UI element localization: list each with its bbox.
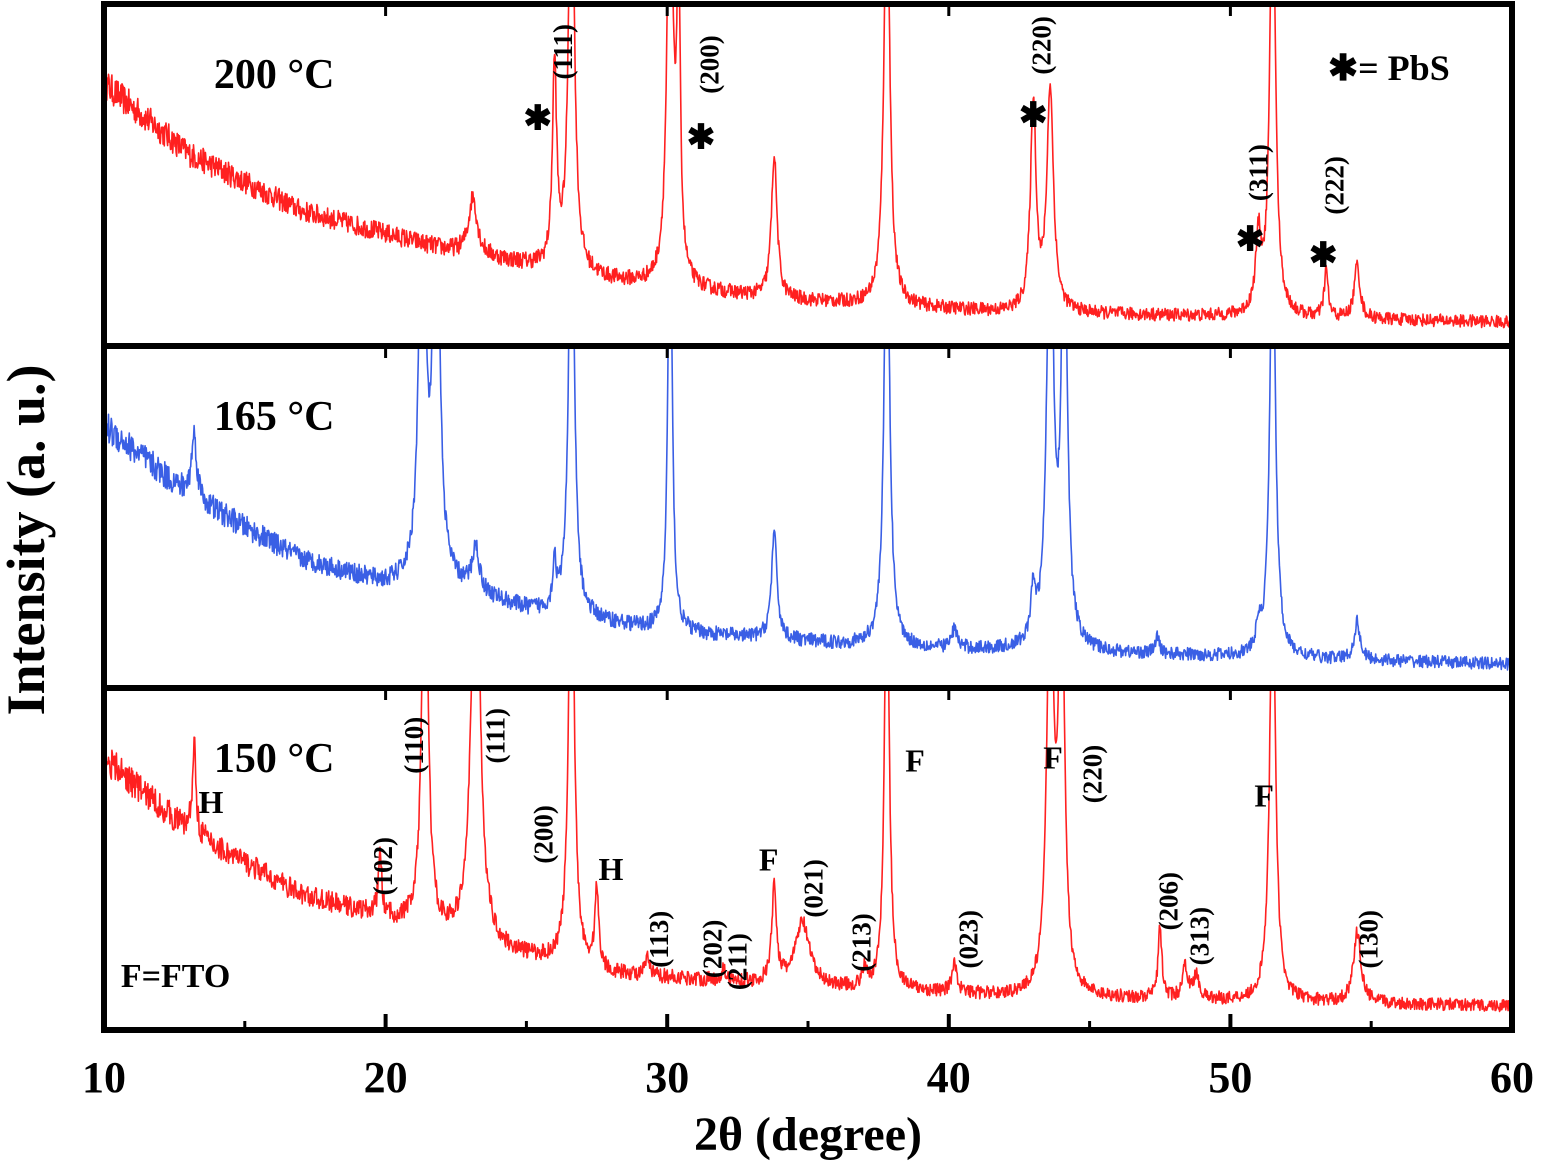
x-axis-title: 2θ (degree) — [694, 1108, 922, 1161]
x-tick-label-3: 40 — [927, 1053, 971, 1102]
panels-layer: 200 °C (111) ✱ (200) ✱ (220) ✱ (311) ✱ (222) ✱ 165 … — [101, 1, 1515, 1033]
peak-label-2-15: (220) — [1077, 745, 1107, 803]
peak-label-2-11: (213) — [847, 913, 877, 971]
peak-label-0-4: (220) — [1027, 16, 1057, 74]
x-tick-label-5: 60 — [1490, 1053, 1534, 1102]
x-tick-label-0: 10 — [82, 1053, 126, 1102]
phase-label-2-9: F — [759, 841, 779, 877]
peak-label-2-10: (021) — [799, 859, 829, 917]
phase-label-2-0: H — [199, 784, 224, 820]
peak-label-0-8: (222) — [1320, 156, 1350, 214]
x-tick-label-1: 20 — [364, 1053, 408, 1102]
peak-label-2-1: (102) — [368, 837, 398, 895]
peak-label-0-6: (311) — [1244, 144, 1274, 201]
peak-label-0-0: (111) — [548, 24, 578, 80]
pbs-marker-0-3: ✱ — [687, 120, 716, 157]
panel-2: 150 °CH(102)(110) (111)(200)H(113) (202)(2… — [101, 685, 1515, 1033]
series-line-2 — [104, 688, 1512, 1013]
peak-label-2-3: (111) — [480, 708, 510, 764]
pbs-marker-0-9: ✱ — [1309, 237, 1338, 274]
peak-label-2-19: (130) — [1353, 910, 1383, 968]
panel-title-2: 150 °C — [214, 736, 335, 782]
peak-label-2-4: (200) — [528, 805, 558, 863]
panel-title-1: 165 °C — [214, 394, 335, 440]
peak-label-2-17: (313) — [1184, 907, 1214, 965]
phase-label-2-14: F — [1043, 740, 1063, 776]
pbs-marker-0-5: ✱ — [1019, 97, 1048, 134]
peak-label-0-2: (200) — [695, 35, 725, 93]
footnote-fto: F=FTO — [121, 958, 230, 995]
phase-label-2-12: F — [905, 743, 925, 779]
axis-layer: ✱= PbS F=FTO 10 20 30 40 50 60 — [82, 4, 1534, 1102]
peak-label-2-2: (110) — [399, 717, 429, 774]
peak-label-2-8: (211) — [723, 933, 753, 990]
pbs-marker-0-7: ✱ — [1236, 221, 1265, 258]
panel-1: 165 °C — [101, 343, 1515, 691]
x-tick-label-4: 50 — [1208, 1053, 1252, 1102]
panel-title-0: 200 °C — [214, 52, 335, 98]
peak-label-2-7: (202) — [697, 920, 727, 978]
peak-label-2-13: (023) — [954, 910, 984, 968]
x-tick-label-2: 30 — [645, 1053, 689, 1102]
peak-label-2-16: (206) — [1154, 872, 1184, 930]
phase-label-2-5: H — [598, 851, 623, 887]
peak-label-2-6: (113) — [644, 911, 674, 968]
y-axis-title: Intensity (a. u.) — [0, 364, 56, 715]
phase-label-2-18: F — [1254, 778, 1274, 814]
series-line-1 — [104, 346, 1512, 671]
panel-0: 200 °C (111) ✱ (200) ✱ (220) ✱ (311) ✱ (222) ✱ — [101, 1, 1515, 349]
pbs-marker-0-1: ✱ — [523, 101, 552, 138]
series-line-0 — [104, 4, 1512, 329]
legend-pbs: ✱= PbS — [1328, 48, 1450, 88]
